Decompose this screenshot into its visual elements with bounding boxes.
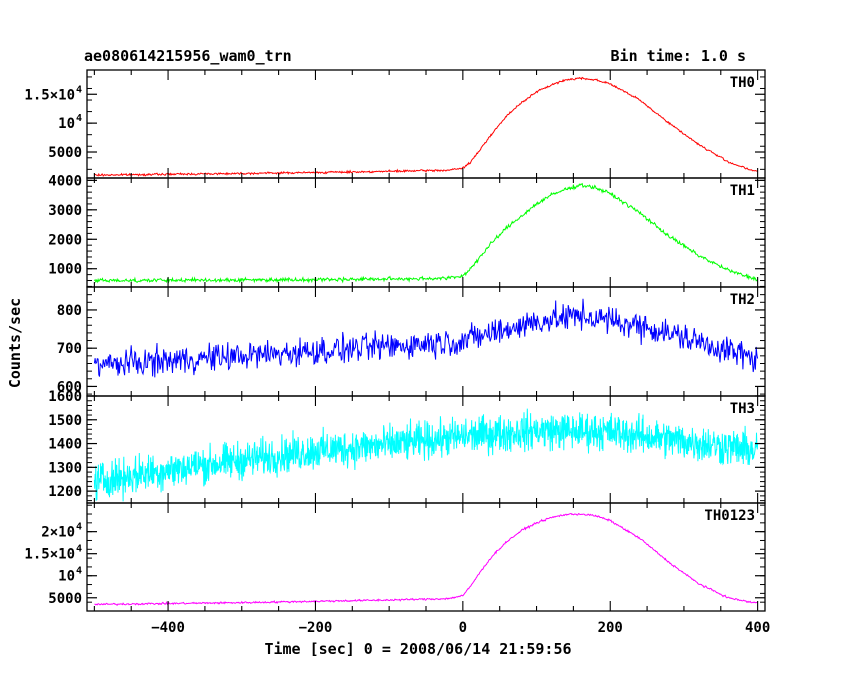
y-tick-label: 1200	[48, 484, 82, 500]
y-tick-label: 1.5×10	[24, 87, 75, 103]
y-tick-exponent: 4	[76, 522, 82, 533]
y-tick-label: 1000	[48, 262, 82, 278]
y-tick-label: 4000	[48, 173, 82, 189]
panel-frame	[86, 69, 766, 179]
y-tick-label: 1300	[48, 460, 82, 476]
panel-th3: 1200 1300 1400 1500 1600 TH3	[48, 389, 766, 504]
x-tick-label: −200	[299, 620, 333, 636]
y-tick-exponent: 4	[76, 84, 82, 95]
series-line-th2	[93, 298, 759, 378]
y-axis-title: Counts/sec	[6, 298, 24, 388]
y-tick-label: 1600	[48, 389, 82, 405]
y-tick-label: 800	[57, 303, 82, 319]
y-tick-label: 2×10	[41, 525, 75, 541]
y-tick-exponent: 4	[76, 113, 82, 124]
panel-th1: 1000 2000 3000 4000 TH1	[48, 173, 766, 288]
panel-label-th3: TH3	[730, 401, 755, 417]
y-tick-label: 600	[57, 379, 82, 395]
y-tick-label: 700	[57, 341, 82, 357]
y-tick-label: 1.5×10	[24, 547, 75, 563]
x-tick-label: 400	[745, 620, 770, 636]
panel-frame	[86, 177, 766, 288]
panel-th2: 600 700 800 TH2	[57, 286, 766, 397]
chart-title: ae080614215956_wam0_trn	[84, 47, 292, 65]
x-tick-label: 0	[459, 620, 467, 636]
bin-time-label: Bin time: 1.0 s	[611, 47, 746, 65]
y-tick-label: 2000	[48, 232, 82, 248]
panel-label-th0123: TH0123	[704, 508, 755, 524]
panel-label-th1: TH1	[730, 183, 755, 199]
panel-label-th2: TH2	[730, 292, 755, 308]
series-line-th1	[93, 182, 758, 284]
series-line-th3	[93, 408, 759, 502]
x-axis: −400 −200 0 200 400	[151, 620, 770, 636]
y-tick-exponent: 4	[76, 544, 82, 555]
panel-label-th0: TH0	[730, 75, 755, 91]
x-tick-label: 200	[598, 620, 623, 636]
y-tick-label: 3000	[48, 203, 82, 219]
y-tick-label: 1500	[48, 413, 82, 429]
y-tick-label: 1400	[48, 437, 82, 453]
y-tick-exponent: 4	[76, 566, 82, 577]
series-line-th0123	[94, 512, 758, 606]
y-tick-label: 5000	[48, 145, 82, 161]
series-line-th0	[94, 76, 758, 177]
x-axis-title: Time [sec] 0 = 2008/06/14 21:59:56	[264, 640, 571, 658]
x-tick-label: −400	[151, 620, 185, 636]
panel-frame	[86, 395, 766, 504]
y-tick-label: 10	[58, 116, 75, 132]
y-tick-label: 10	[58, 569, 75, 585]
y-tick-label: 5000	[48, 591, 82, 607]
